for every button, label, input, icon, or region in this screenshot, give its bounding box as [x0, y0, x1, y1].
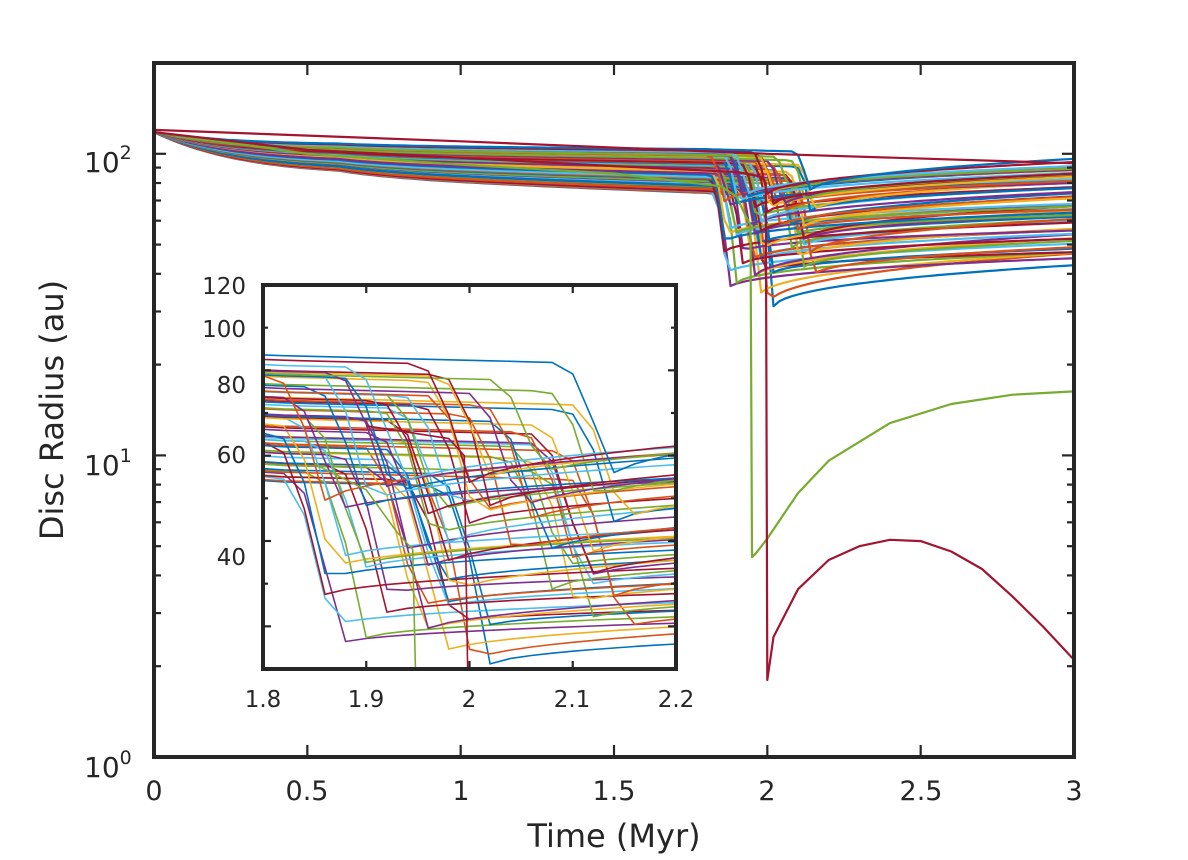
inset-series-line: [263, 438, 676, 565]
inset-series-line: [263, 436, 676, 585]
inset-highlighted-series-line: [366, 425, 469, 669]
inset-series-line: [263, 403, 676, 543]
inset-series-line: [263, 434, 676, 575]
main-axes-frame: [152, 61, 1076, 759]
inset-series-line: [263, 407, 676, 546]
inset-series-line: [263, 369, 676, 488]
inset-y-tick-label: 80: [217, 373, 246, 399]
y-tick-labels: 100 101 102: [84, 142, 132, 784]
inset-y-tick-label: 40: [217, 545, 246, 571]
inset-series-line: [263, 372, 676, 470]
inset-series-line: [263, 413, 676, 549]
inset-x-tick-labels: 1.8 1.9 2 2.1 2.2: [245, 687, 695, 713]
inset-y-tick-label: 60: [217, 443, 246, 469]
inset-y-tick-labels: 40 60 80 100 120: [202, 274, 246, 571]
x-tick-label: 0: [145, 776, 162, 807]
y-tick-label: 102: [84, 142, 132, 179]
inset-x-tick-label: 1.9: [348, 687, 385, 713]
inset-series-line: [263, 358, 676, 483]
x-tick-labels: 0 0.5 1 1.5 2 2.5 3: [145, 776, 1082, 807]
inset-series-line: [263, 354, 676, 474]
y-tick-label: 101: [84, 445, 132, 482]
inset-series-line: [263, 398, 676, 519]
inset-x-tick-label: 2: [462, 687, 477, 713]
inset-axes-frame: [261, 283, 678, 671]
inset-y-tick-label: 100: [202, 317, 246, 343]
inset-series-line: [263, 424, 676, 558]
inset-series-line: [263, 440, 676, 596]
inset-series-line: [263, 414, 676, 564]
inset-highlighted-series-line: [314, 463, 417, 669]
inset-series-line: [263, 396, 676, 515]
y-axis-label: Disc Radius (au): [33, 280, 71, 540]
inset-series-line: [263, 390, 676, 510]
inset-x-tick-label: 2.2: [658, 687, 695, 713]
y-tick-label: 100: [84, 747, 132, 784]
inset-series-line: [263, 432, 676, 575]
inset-series-line: [263, 478, 676, 655]
highlighted-series-line: [154, 131, 1074, 682]
inset-x-tick-label: 2.1: [554, 687, 591, 713]
inset-axes: 1.8 1.9 2 2.1 2.2 40 60 80 100 120: [202, 274, 695, 713]
inset-series-line: [263, 449, 676, 590]
x-axis-label: Time (Myr): [526, 817, 700, 855]
inset-series-line: [263, 382, 676, 492]
x-tick-label: 2: [758, 776, 775, 807]
inset-y-tick-label: 120: [202, 274, 246, 300]
x-tick-label: 1.5: [593, 776, 636, 807]
inset-series-line: [263, 450, 676, 600]
inset-series-line: [263, 479, 676, 665]
inset-series-line: [263, 386, 676, 504]
x-tick-label: 2.5: [900, 776, 943, 807]
inset-series-line: [263, 455, 676, 606]
main-series-line: [154, 131, 1074, 274]
main-series-line: [154, 131, 1074, 190]
highlighted-series-line: [154, 128, 1074, 165]
highlighted-series-line: [154, 131, 1074, 559]
inset-series-line: [263, 469, 676, 639]
inset-series-line: [263, 406, 676, 531]
main-series-group: [154, 128, 1074, 682]
inset-series-line: [263, 400, 676, 523]
inset-series-group: [263, 354, 676, 669]
inset-series-line: [263, 423, 676, 564]
inset-x-tick-label: 1.8: [245, 687, 282, 713]
x-tick-label: 0.5: [286, 776, 329, 807]
x-tick-label: 3: [1065, 776, 1082, 807]
inset-series-line: [263, 425, 676, 574]
x-tick-label: 1: [452, 776, 469, 807]
inset-series-line: [263, 374, 676, 490]
